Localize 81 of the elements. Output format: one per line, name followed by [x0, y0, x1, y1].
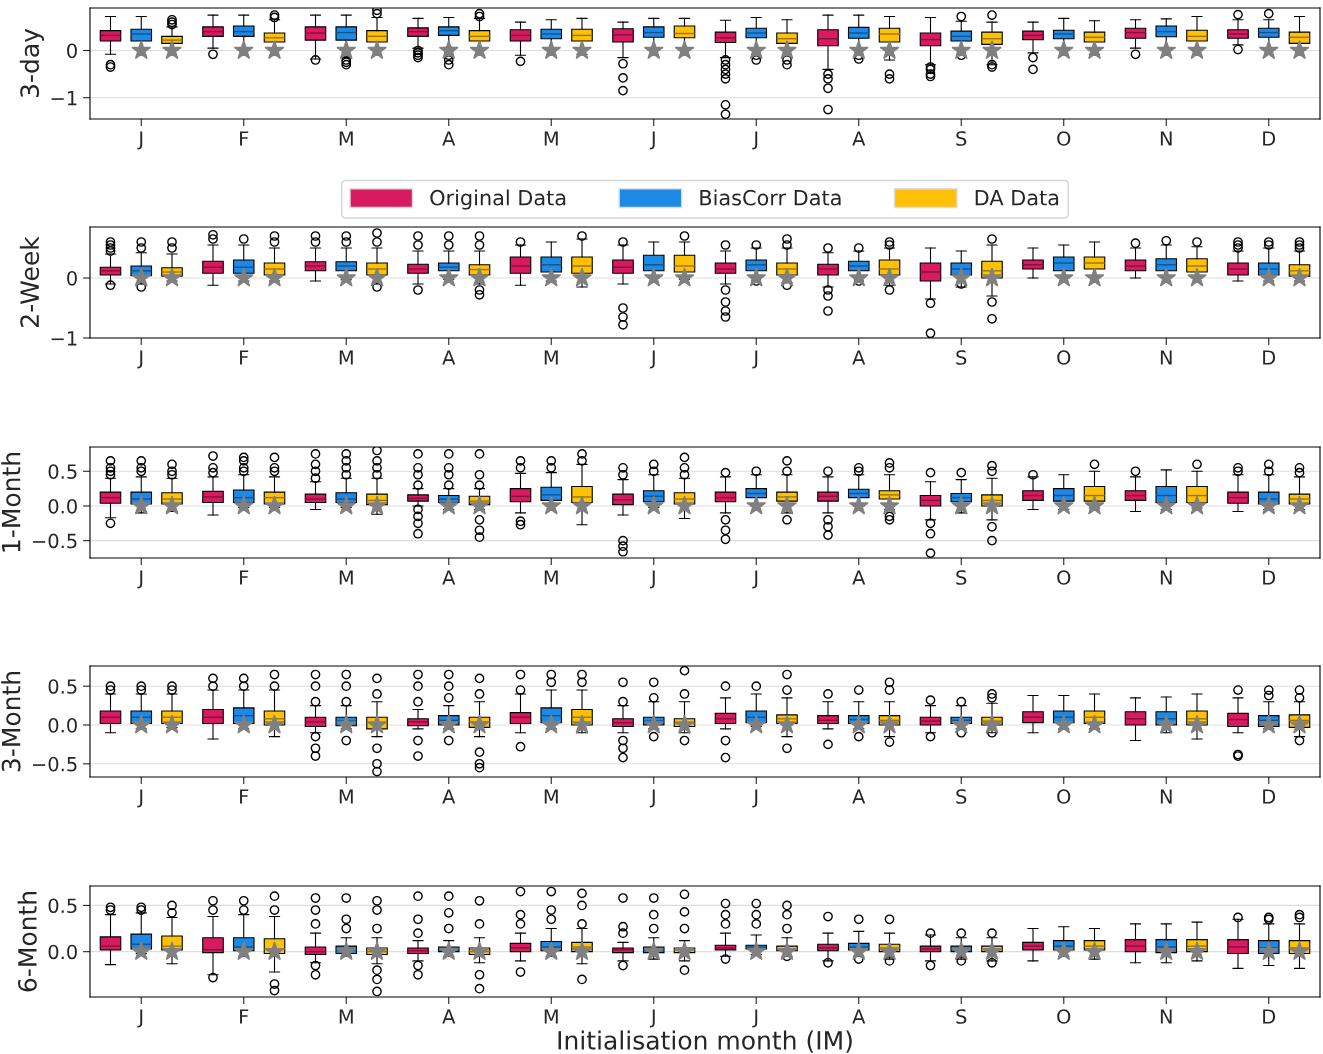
x-tick-label: S: [956, 789, 967, 804]
y-axis-title: 3-day: [19, 28, 44, 98]
x-tick-label: D: [1263, 350, 1276, 365]
y-tick-label: 0.5: [48, 898, 77, 914]
legend-label: DA Data: [975, 190, 1059, 206]
x-tick-label: A: [442, 350, 456, 365]
x-tick-label: J: [137, 789, 143, 808]
x-tick-label: A: [852, 131, 866, 146]
y-tick-label: 0: [67, 270, 77, 286]
x-tick-label: M: [544, 350, 558, 365]
x-tick-label: M: [544, 1009, 558, 1024]
x-tick-label: J: [137, 131, 143, 150]
x-tick-label: O: [1057, 350, 1071, 365]
x-tick-label: O: [1057, 789, 1071, 804]
x-tick-label: D: [1263, 1009, 1276, 1024]
y-tick-label: −1: [51, 331, 77, 346]
legend-label: Original Data: [430, 189, 566, 210]
x-tick-label: N: [1160, 1009, 1172, 1024]
x-tick-label: S: [956, 1009, 967, 1024]
y-tick-label: −1: [51, 90, 77, 106]
x-tick-label: J: [752, 350, 758, 369]
x-tick-label: N: [1160, 131, 1172, 146]
x-tick-label: M: [339, 131, 353, 146]
y-tick-label: 0.0: [48, 717, 77, 733]
x-tick-label: M: [544, 570, 558, 585]
x-tick-label: J: [649, 570, 655, 589]
x-tick-label: J: [137, 350, 143, 369]
x-tick-label: M: [339, 350, 353, 365]
y-axis-title: 6-Month: [17, 891, 37, 992]
x-tick-label: J: [649, 789, 655, 808]
x-tick-label: J: [137, 1009, 143, 1028]
y-tick-label: 0.0: [48, 944, 77, 960]
x-tick-label: O: [1057, 1009, 1071, 1024]
x-tick-label: J: [649, 131, 655, 150]
x-tick-label: S: [956, 350, 967, 365]
x-tick-label: F: [240, 350, 249, 365]
x-tick-label: S: [956, 131, 967, 146]
x-tick-label: M: [339, 570, 353, 585]
x-tick-label: D: [1263, 131, 1276, 146]
x-tick-label: D: [1263, 789, 1276, 804]
y-axis-title: 1-Month: [1, 452, 21, 552]
y-tick-label: −0.5: [33, 533, 77, 549]
x-tick-label: A: [852, 350, 866, 365]
x-tick-label: M: [544, 131, 558, 146]
y-tick-label: 0.5: [48, 679, 77, 694]
x-tick-label: J: [752, 789, 758, 808]
x-tick-label: M: [544, 789, 558, 804]
x-tick-label: A: [442, 131, 456, 146]
y-tick-label: 0: [67, 43, 77, 59]
x-tick-label: A: [852, 570, 866, 585]
y-tick-label: 0.5: [48, 464, 77, 479]
x-tick-label: A: [442, 789, 456, 804]
x-tick-label: M: [339, 789, 353, 804]
y-axis-title: 3-Month: [1, 671, 21, 772]
x-tick-label: N: [1160, 789, 1172, 804]
x-tick-label: J: [752, 1009, 758, 1028]
y-axis-title: 2-Week: [19, 236, 40, 327]
x-tick-label: N: [1160, 350, 1172, 365]
x-tick-label: F: [240, 570, 249, 585]
x-tick-label: J: [649, 350, 655, 369]
x-tick-label: F: [240, 131, 249, 146]
x-tick-label: F: [240, 1009, 249, 1024]
x-axis-title: Initialisation month (IM): [558, 1030, 852, 1053]
y-tick-label: 0.0: [48, 498, 77, 514]
x-tick-label: J: [137, 570, 143, 589]
x-tick-label: M: [339, 1009, 353, 1024]
x-tick-label: J: [752, 570, 758, 589]
legend-label: BiasCorr Data: [700, 189, 841, 206]
y-tick-label: −0.5: [33, 756, 77, 772]
x-tick-label: S: [956, 570, 967, 585]
x-tick-label: A: [442, 570, 456, 585]
x-tick-label: D: [1263, 570, 1276, 585]
x-tick-label: N: [1160, 570, 1172, 585]
x-tick-label: A: [442, 1009, 456, 1024]
x-tick-label: J: [752, 131, 758, 150]
x-tick-label: A: [852, 789, 866, 804]
x-tick-label: O: [1057, 131, 1071, 146]
x-tick-label: J: [649, 1009, 655, 1028]
x-tick-label: F: [240, 789, 249, 804]
x-tick-label: O: [1057, 570, 1071, 585]
x-tick-label: A: [852, 1009, 866, 1024]
